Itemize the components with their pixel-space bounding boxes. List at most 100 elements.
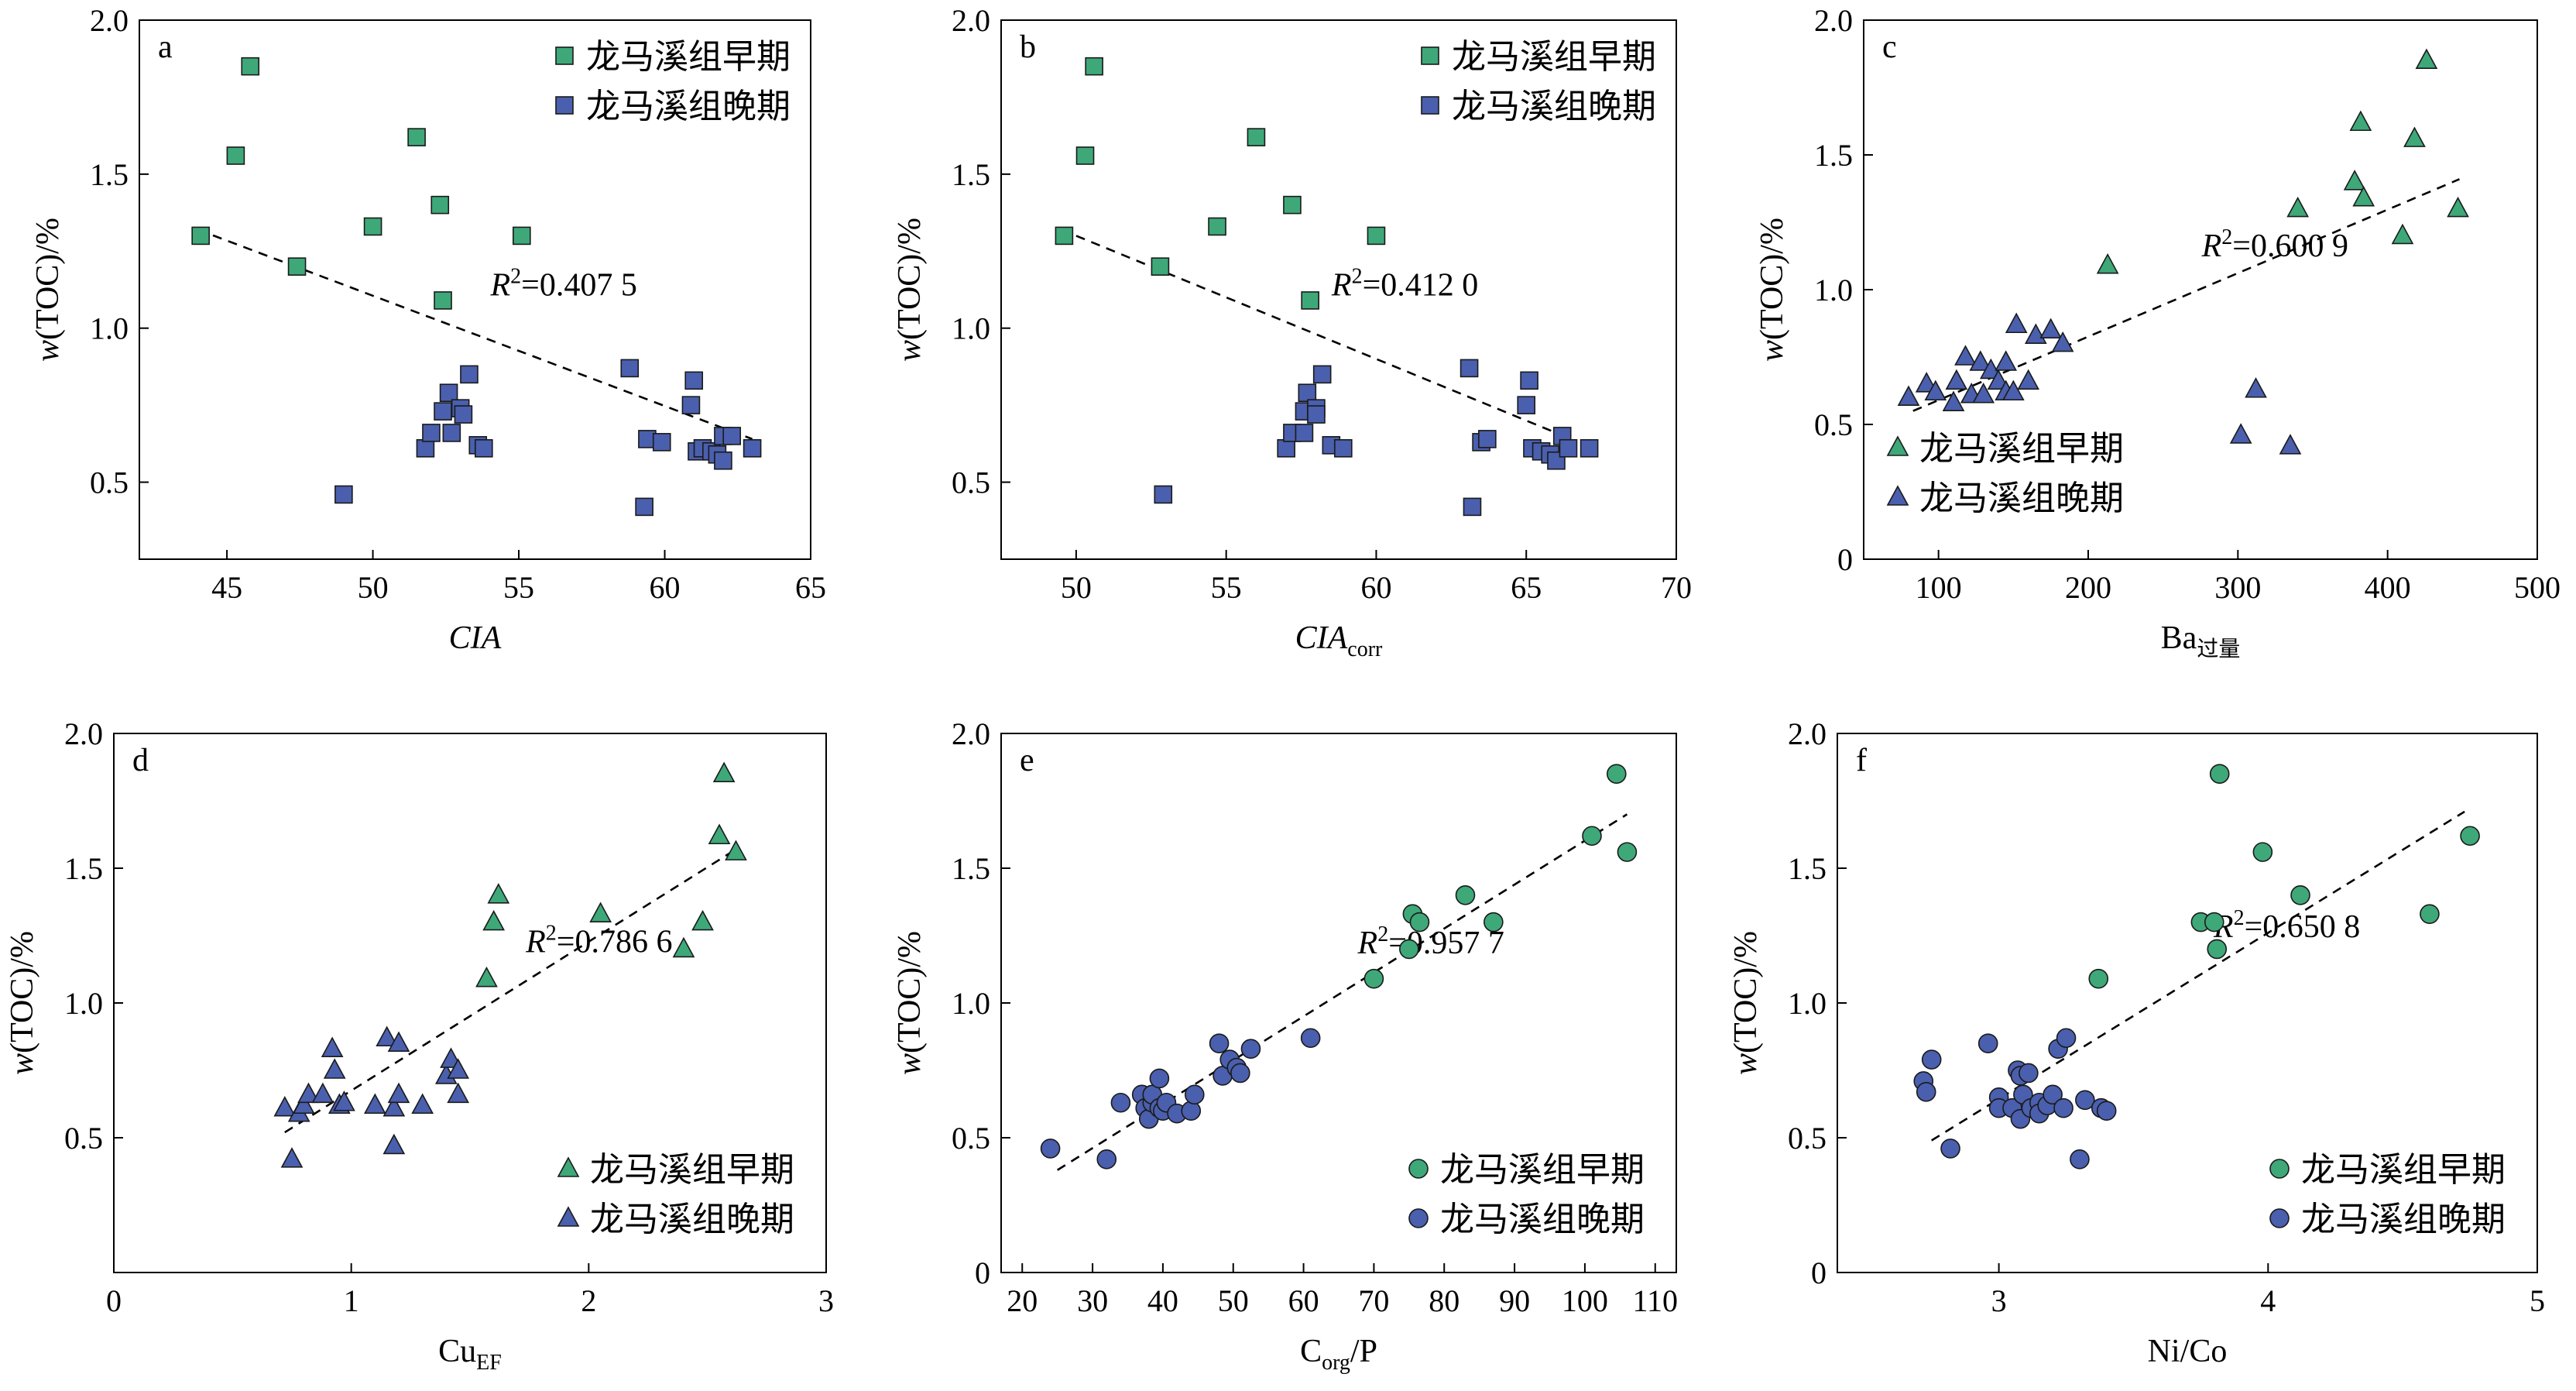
data-point xyxy=(382,1133,406,1155)
x-axis-label-main: CIA xyxy=(1295,620,1348,656)
x-tick-label: 3 xyxy=(818,1283,834,1318)
data-point xyxy=(1954,345,1977,366)
x-axis-label-subscript: corr xyxy=(1347,637,1383,661)
y-tick-label: 1.5 xyxy=(952,157,990,192)
x-tick-label: 4 xyxy=(2260,1283,2276,1318)
data-point xyxy=(323,1058,346,1079)
trend-line xyxy=(1912,178,2460,412)
data-point xyxy=(297,1082,320,1104)
r-squared-label: R2=0.407 5 xyxy=(490,265,637,304)
data-point xyxy=(1096,1149,1117,1169)
x-axis-label: CuEF xyxy=(438,1334,502,1375)
x-axis-label-subscript: 过量 xyxy=(2197,637,2240,661)
data-point xyxy=(1085,57,1103,76)
x-tick-label: 30 xyxy=(1077,1283,1108,1318)
data-point xyxy=(2279,434,2302,455)
trend-line xyxy=(284,848,737,1134)
r-squared-label: R2=0.957 7 xyxy=(1357,922,1504,961)
x-tick-label: 50 xyxy=(1218,1283,1249,1318)
x-tick-label: 80 xyxy=(1429,1283,1460,1318)
data-point xyxy=(1301,291,1319,310)
data-point xyxy=(311,1082,334,1104)
panel-b: 50 55 60 65 70 0.5 1.0 1.5 2.0 b w(TOC)/% CIAcorr R2… xyxy=(892,3,1692,661)
y-tick-label: 0 xyxy=(1811,1255,1827,1290)
x-tick-label: 0 xyxy=(106,1283,122,1318)
y-axis-label: w(TOC)/% xyxy=(1754,218,1790,362)
panel-c: 100 200 300 400 500 0 0.5 1.0 1.5 2.0 c w(TOC)/% Ba过… xyxy=(1754,3,2561,661)
y-axis-label: w(TOC)/% xyxy=(892,218,928,362)
x-tick-label: 65 xyxy=(795,570,826,605)
data-point xyxy=(2209,764,2230,785)
data-point xyxy=(273,1096,297,1117)
trend-line xyxy=(1061,228,1572,441)
data-point xyxy=(708,823,731,845)
data-point xyxy=(1972,383,1995,404)
y-tick-label: 0 xyxy=(1837,542,1853,577)
data-point xyxy=(1995,350,2018,371)
data-point xyxy=(1295,424,1314,442)
x-axis-label-suffix: /P xyxy=(1350,1334,1377,1369)
data-point xyxy=(447,1058,470,1079)
data-point xyxy=(241,57,260,76)
panel-label: a xyxy=(158,29,173,65)
x-tick-label: 70 xyxy=(1358,1283,1389,1318)
y-tick-label: 2.0 xyxy=(952,3,990,38)
data-point xyxy=(442,424,461,442)
data-point xyxy=(1312,365,1332,384)
x-tick-label: 50 xyxy=(1061,570,1092,605)
data-point xyxy=(652,433,671,452)
y-tick-label: 0.5 xyxy=(64,1121,103,1156)
data-point xyxy=(475,967,498,987)
r-squared-symbol: R xyxy=(490,268,511,304)
x-axis-label-subscript: EF xyxy=(476,1351,502,1375)
y-axis-label-rest: (TOC)/% xyxy=(892,931,928,1053)
data-point xyxy=(1230,1063,1250,1084)
x-tick-label: 90 xyxy=(1499,1283,1530,1318)
data-point xyxy=(280,1147,304,1168)
data-point xyxy=(2286,196,2310,218)
data-point xyxy=(2070,1149,2090,1169)
r-squared-value: =0.412 0 xyxy=(1363,268,1479,304)
data-point xyxy=(1277,439,1295,458)
x-tick-label: 100 xyxy=(1916,570,1962,605)
data-point xyxy=(2204,912,2224,932)
data-point xyxy=(334,485,353,504)
data-point xyxy=(363,1093,386,1115)
data-point xyxy=(684,371,704,390)
plot-frame xyxy=(1000,19,1677,560)
panel-label: d xyxy=(132,743,149,778)
data-point xyxy=(1520,371,1538,390)
data-point xyxy=(1987,369,2010,390)
data-point xyxy=(2352,186,2375,207)
data-point xyxy=(2051,331,2074,352)
y-tick-label: 0.5 xyxy=(952,1121,990,1156)
legend-label: 龙马溪组晚期 xyxy=(2301,1200,2506,1238)
data-point xyxy=(1940,1139,1960,1159)
data-point xyxy=(2343,170,2366,191)
y-axis-label-var: w xyxy=(892,1053,928,1075)
x-tick-label: 50 xyxy=(358,570,389,605)
x-tick-label: 70 xyxy=(1661,570,1692,605)
x-axis-label-main: Cu xyxy=(438,1334,476,1369)
legend-label: 龙马溪组早期 xyxy=(2301,1151,2506,1189)
r-squared-symbol: R xyxy=(525,924,546,960)
x-tick-label: 60 xyxy=(1288,1283,1319,1318)
trend-line xyxy=(1931,810,2465,1142)
y-axis-label-rest: (TOC)/% xyxy=(1754,218,1790,340)
data-point xyxy=(1582,826,1602,847)
panel-label: f xyxy=(1856,743,1867,778)
data-point xyxy=(1478,430,1497,448)
r-squared-label: R2=0.650 8 xyxy=(2213,906,2360,945)
legend-label: 龙马溪组晚期 xyxy=(586,88,791,125)
data-point xyxy=(1460,359,1479,378)
x-tick-label: 100 xyxy=(1562,1283,1608,1318)
y-axis-label-rest: (TOC)/% xyxy=(5,931,40,1053)
data-point xyxy=(487,883,510,904)
data-point xyxy=(1580,439,1599,458)
data-point xyxy=(387,1082,410,1104)
data-point xyxy=(333,1090,355,1111)
y-tick-label: 1.5 xyxy=(90,157,129,192)
legend-label: 龙马溪组晚期 xyxy=(1919,479,2124,517)
data-point xyxy=(2017,369,2040,390)
x-tick-label: 300 xyxy=(2214,570,2261,605)
